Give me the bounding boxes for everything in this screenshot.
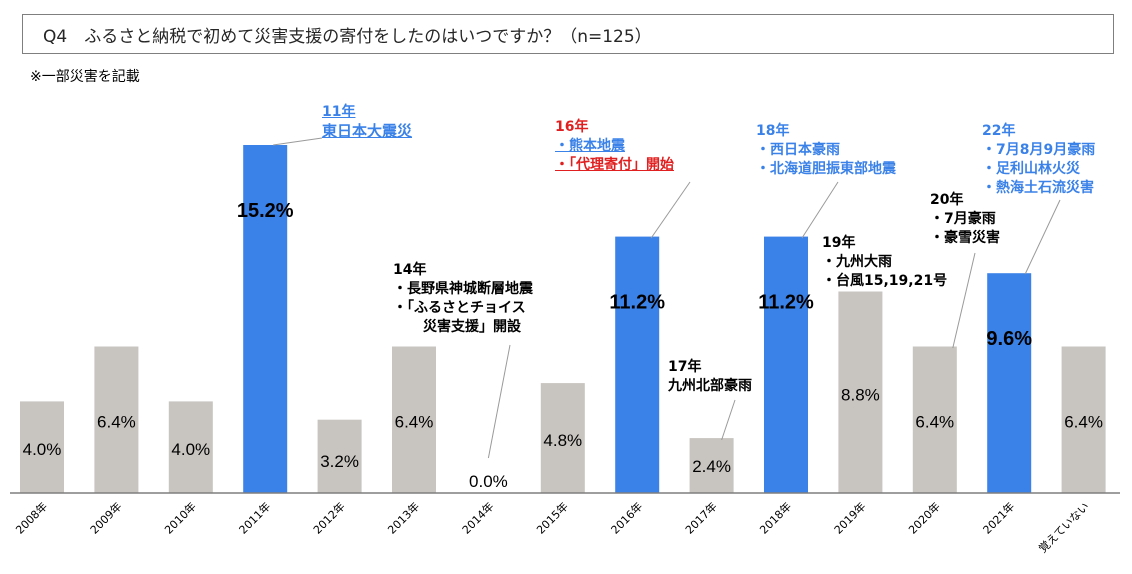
category-label-2021年: 2021年: [980, 499, 1017, 536]
bar-2017年: [689, 438, 734, 493]
category-label-2011年: 2011年: [236, 499, 273, 536]
leader-2022: [1024, 199, 1061, 275]
note-text: ※一部災害を記載: [30, 69, 140, 85]
value-label-2013年: 6.4%: [395, 413, 434, 432]
bar-覚えていない: [1061, 346, 1106, 493]
leader-2018: [801, 181, 839, 239]
annotation-2022-line-1: ・7月8月9月豪雨: [982, 142, 1096, 158]
annotation-2020: 20年 ・7月豪雨 ・豪雪災害: [930, 191, 1000, 248]
value-label-2015年: 4.8%: [543, 431, 582, 450]
annotation-2014: 14年 ・長野県神城断層地震 ・「ふるさとチョイス 災害支援」開設: [393, 261, 533, 337]
category-label-2015年: 2015年: [533, 499, 570, 536]
annotation-2014-line-3: 災害支援」開設: [423, 319, 521, 335]
annotation-2011: 11年 東日本大震災: [322, 103, 412, 141]
bar-2009年: [94, 346, 139, 493]
annotation-2011-line-1: 東日本大震災: [322, 122, 413, 140]
leader-2011: [273, 137, 323, 146]
value-label-2020年: 6.4%: [915, 413, 954, 432]
bar-2011年: [243, 145, 288, 493]
value-label-2016年: 11.2%: [609, 292, 665, 314]
category-label-2016年: 2016年: [608, 499, 645, 536]
annotation-2022-line-3: ・熱海土石流災害: [982, 180, 1094, 196]
bar-2019年: [838, 291, 883, 493]
chart-title-text: Q4 ふるさと納税で初めて災害支援の寄付をしたのはいつですか？（n=125）: [43, 26, 652, 47]
bar-2010年: [168, 401, 213, 493]
category-label-2013年: 2013年: [385, 499, 422, 536]
annotation-2018-line-1: ・西日本豪雨: [756, 142, 840, 158]
category-label-2012年: 2012年: [310, 499, 347, 536]
annotation-2016-line-2: ・「代理寄付」開始: [555, 157, 674, 173]
annotation-2014-line-1: ・長野県神城断層地震: [393, 281, 533, 297]
leader-2014: [487, 344, 511, 459]
value-label-覚えていない: 6.4%: [1064, 413, 1103, 432]
annotation-2018-year: 18年: [756, 123, 790, 139]
bar-2008年: [20, 401, 64, 493]
category-label-2010年: 2010年: [161, 499, 198, 536]
category-label-2008年: 2008年: [13, 499, 50, 536]
value-label-2012年: 3.2%: [320, 452, 359, 471]
category-label-2017年: 2017年: [682, 499, 719, 536]
chart-title: Q4 ふるさと納税で初めて災害支援の寄付をしたのはいつですか？（n=125）: [22, 14, 1114, 54]
category-label-2018年: 2018年: [757, 499, 794, 536]
value-label-2019年: 8.8%: [841, 385, 880, 404]
category-label-2020年: 2020年: [905, 499, 942, 536]
annotation-2019: 19年 ・九州大雨 ・台風15,19,21号: [822, 234, 947, 291]
value-label-2008年: 4.0%: [23, 440, 62, 459]
value-label-2018年: 11.2%: [758, 292, 814, 314]
annotation-2019-line-1: ・九州大雨: [822, 254, 892, 270]
annotation-2016: 16年 ・熊本地震 ・「代理寄付」開始: [555, 118, 674, 175]
bar-2021年: [987, 273, 1032, 493]
value-label-2014年: 0.0%: [469, 472, 508, 491]
annotation-2022: 22年 ・7月8月9月豪雨 ・足利山林火災 ・熱海土石流災害: [982, 122, 1095, 198]
category-label-2019年: 2019年: [831, 499, 868, 536]
value-label-2017年: 2.4%: [692, 457, 731, 476]
leader-2020: [952, 252, 976, 349]
value-label-2010年: 4.0%: [171, 440, 210, 459]
value-label-2021年: 9.6%: [986, 328, 1032, 350]
annotation-2019-line-2: ・台風15,19,21号: [822, 273, 948, 289]
annotation-2020-line-2: ・豪雪災害: [930, 230, 1000, 246]
bar-2015年: [540, 383, 585, 493]
bar-2012年: [317, 419, 362, 493]
annotation-2020-year: 20年: [930, 192, 964, 208]
value-label-2011年: 15.2%: [237, 200, 294, 222]
annotation-2022-year: 22年: [982, 123, 1016, 139]
annotation-2017: 17年 九州北部豪雨: [668, 358, 752, 396]
bar-2018年: [764, 236, 808, 493]
annotation-2016-line-1: ・熊本地震: [555, 137, 674, 156]
leader-2017: [721, 399, 736, 441]
leader-2016: [650, 181, 691, 239]
bar-2016年: [615, 236, 660, 493]
category-label-2009年: 2009年: [87, 499, 124, 536]
annotation-2016-year: 16年: [555, 119, 589, 135]
annotation-2022-line-2: ・足利山林火災: [982, 161, 1080, 177]
category-label-覚えていない: 覚えていない: [1036, 500, 1091, 555]
annotation-2017-year: 17年: [668, 359, 702, 375]
annotation-2019-year: 19年: [822, 235, 856, 251]
annotation-2014-year: 14年: [393, 262, 427, 278]
annotation-2018: 18年 ・西日本豪雨 ・北海道胆振東部地震: [756, 122, 896, 179]
annotation-2016-line-1-text: ・熊本地震: [555, 138, 625, 154]
value-label-2009年: 6.4%: [97, 413, 136, 432]
bar-2013年: [392, 346, 436, 493]
annotation-2011-year: 11年: [322, 104, 356, 120]
bar-2020年: [912, 346, 957, 493]
annotation-2020-line-1: ・7月豪雨: [930, 211, 996, 227]
annotation-2014-line-2: ・「ふるさとチョイス: [393, 300, 526, 316]
annotation-2017-line-1: 九州北部豪雨: [668, 378, 752, 394]
category-label-2014年: 2014年: [459, 499, 496, 536]
annotation-2018-line-2: ・北海道胆振東部地震: [756, 161, 896, 177]
